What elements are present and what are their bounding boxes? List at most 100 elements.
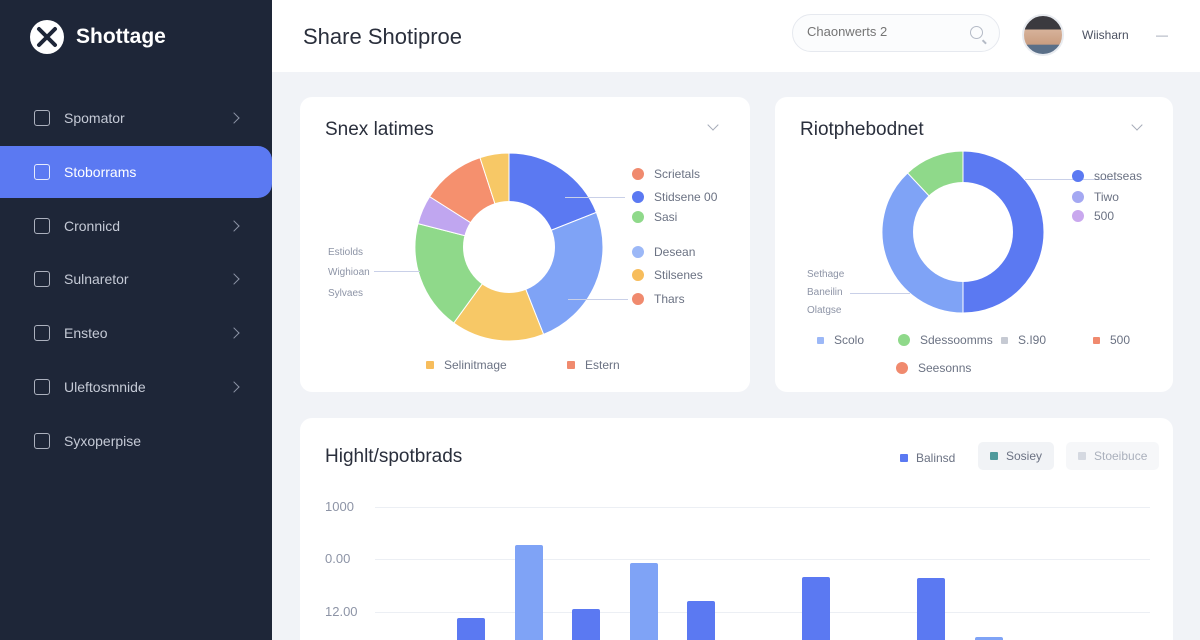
sidebar-item-ensteo[interactable]: Ensteo bbox=[0, 307, 272, 359]
username[interactable]: Wiisharn bbox=[1082, 28, 1129, 42]
legend-item[interactable]: Scolo bbox=[817, 333, 864, 347]
nav-item-icon bbox=[34, 110, 50, 126]
legend-item[interactable]: 500 bbox=[1093, 333, 1130, 347]
donut-chart-2 bbox=[882, 151, 1044, 313]
legend-item[interactable]: soetseas bbox=[1072, 169, 1142, 183]
legend-item[interactable]: Sdessoomms bbox=[898, 333, 993, 347]
legend-label: Stoeibuce bbox=[1094, 449, 1148, 463]
leader-line bbox=[568, 299, 628, 300]
legend-item[interactable]: S.I90 bbox=[1001, 333, 1046, 347]
legend-marker bbox=[426, 361, 434, 369]
legend-marker bbox=[632, 269, 644, 281]
sidebar-item-label: Ensteo bbox=[64, 325, 108, 342]
legend-label: Balinsd bbox=[916, 451, 956, 465]
search-input[interactable] bbox=[807, 24, 967, 39]
donut-hole bbox=[913, 182, 1013, 282]
legend-label: Sdessoomms bbox=[920, 333, 993, 347]
nav-item-icon bbox=[34, 378, 50, 395]
nav-item-icon bbox=[34, 217, 50, 234]
user-menu-icon[interactable]: — bbox=[1156, 28, 1168, 42]
card-title: Highlt/spotbrads bbox=[325, 446, 463, 467]
y-tick-label: 0.00 bbox=[325, 551, 351, 566]
bar[interactable] bbox=[687, 601, 715, 640]
leader-line bbox=[1025, 179, 1115, 180]
legend-label: Sasi bbox=[654, 210, 678, 224]
legend-label: Thars bbox=[654, 292, 685, 306]
leader-line bbox=[565, 197, 625, 198]
app-name: Shottage bbox=[76, 25, 166, 48]
legend-label: Scolo bbox=[834, 333, 865, 347]
logo-icon bbox=[30, 20, 64, 54]
legend-label: Estern bbox=[585, 358, 620, 372]
bar[interactable] bbox=[629, 562, 658, 640]
gridline bbox=[375, 612, 1150, 613]
legend-item[interactable]: Sasi bbox=[632, 210, 677, 224]
bar[interactable] bbox=[802, 576, 830, 640]
legend-marker bbox=[898, 334, 910, 346]
legend-item[interactable]: Stilsenes bbox=[632, 268, 703, 282]
legend-item[interactable]: Selinitmage bbox=[426, 358, 507, 372]
legend-label: Tiwo bbox=[1094, 190, 1119, 204]
sidebar-item-spomator[interactable]: Spomator bbox=[0, 92, 272, 144]
legend-marker bbox=[1001, 336, 1008, 344]
legend-toggle-balinsd[interactable]: Balinsd bbox=[888, 444, 967, 472]
sidebar-item-syxoperpise[interactable]: Syxoperpise bbox=[0, 415, 272, 467]
brand[interactable]: Shottage bbox=[30, 20, 166, 54]
chevron-right-icon bbox=[228, 273, 240, 286]
legend-item[interactable]: Scrietals bbox=[632, 167, 700, 181]
legend-label: Selinitmage bbox=[444, 358, 507, 372]
legend-marker bbox=[632, 168, 644, 180]
legend-marker bbox=[900, 454, 908, 462]
legend-item[interactable]: Seesonns bbox=[896, 361, 971, 375]
leader-line bbox=[850, 293, 910, 294]
sidebar-item-stoborrams[interactable]: Stoborrams bbox=[0, 145, 272, 198]
legend-toggle-sosiey[interactable]: Sosiey bbox=[978, 442, 1055, 470]
legend-label: Scrietals bbox=[654, 167, 701, 181]
nav-item-icon bbox=[34, 271, 50, 288]
bar[interactable] bbox=[514, 544, 543, 640]
legend-item[interactable]: Desean bbox=[632, 245, 695, 259]
legend-label: soetseas bbox=[1094, 169, 1143, 183]
side-label: Olatgse bbox=[807, 305, 842, 316]
avatar[interactable] bbox=[1022, 14, 1064, 56]
legend-item[interactable]: Estern bbox=[567, 358, 620, 372]
legend-item[interactable]: Tiwo bbox=[1072, 190, 1119, 204]
nav-item-icon bbox=[34, 163, 50, 180]
search-box[interactable] bbox=[792, 14, 1000, 52]
chevron-right-icon bbox=[228, 381, 240, 393]
pie-slice[interactable] bbox=[453, 245, 545, 341]
legend-toggle-stoeibuce[interactable]: Stoeibuce bbox=[1066, 442, 1160, 470]
side-label: Sethage bbox=[807, 269, 845, 280]
legend-label: Stidsene 00 bbox=[654, 190, 718, 204]
sidebar-nav: Spomator Stoborrams Cronnicd Sulnaretor Enst… bbox=[0, 92, 272, 469]
search-icon[interactable] bbox=[970, 26, 983, 39]
legend-label: 500 bbox=[1110, 333, 1131, 347]
legend-label: 500 bbox=[1094, 209, 1115, 223]
legend-item[interactable]: Thars bbox=[632, 292, 685, 306]
chevron-down-icon[interactable] bbox=[707, 119, 719, 131]
bar[interactable] bbox=[917, 577, 945, 640]
sidebar-item-uleftosmnide[interactable]: Uleftosmnide bbox=[0, 361, 272, 413]
card-snex-latimes: Snex latimes Estiolds Wighioan Sylvaes Scr… bbox=[300, 97, 750, 392]
card-title: Riotphebodnet bbox=[800, 119, 924, 140]
bar[interactable] bbox=[974, 637, 1003, 640]
chevron-down-icon[interactable] bbox=[1131, 119, 1143, 131]
sidebar-item-label: Spomator bbox=[64, 110, 125, 126]
sidebar-item-sulnaretor[interactable]: Sulnaretor bbox=[0, 253, 272, 305]
legend-item[interactable]: Stidsene 00 bbox=[632, 190, 717, 204]
card-title: Snex latimes bbox=[325, 119, 434, 140]
legend-label: Desean bbox=[654, 245, 696, 259]
nav-item-icon bbox=[34, 432, 50, 449]
legend-label: Seesonns bbox=[918, 361, 972, 375]
donut-chart-1 bbox=[415, 153, 603, 341]
sidebar-item-label: Cronnicd bbox=[64, 217, 121, 234]
sidebar-item-cronnicd[interactable]: Cronnicd bbox=[0, 200, 272, 252]
bar[interactable] bbox=[572, 608, 600, 640]
nav-item-icon bbox=[34, 325, 50, 342]
bar[interactable] bbox=[457, 618, 485, 640]
legend-marker bbox=[1072, 210, 1084, 222]
sidebar-item-label: Uleftosmnide bbox=[64, 378, 146, 395]
legend-item[interactable]: 500 bbox=[1072, 209, 1114, 223]
chevron-right-icon bbox=[228, 327, 240, 339]
legend-marker bbox=[1072, 170, 1084, 182]
